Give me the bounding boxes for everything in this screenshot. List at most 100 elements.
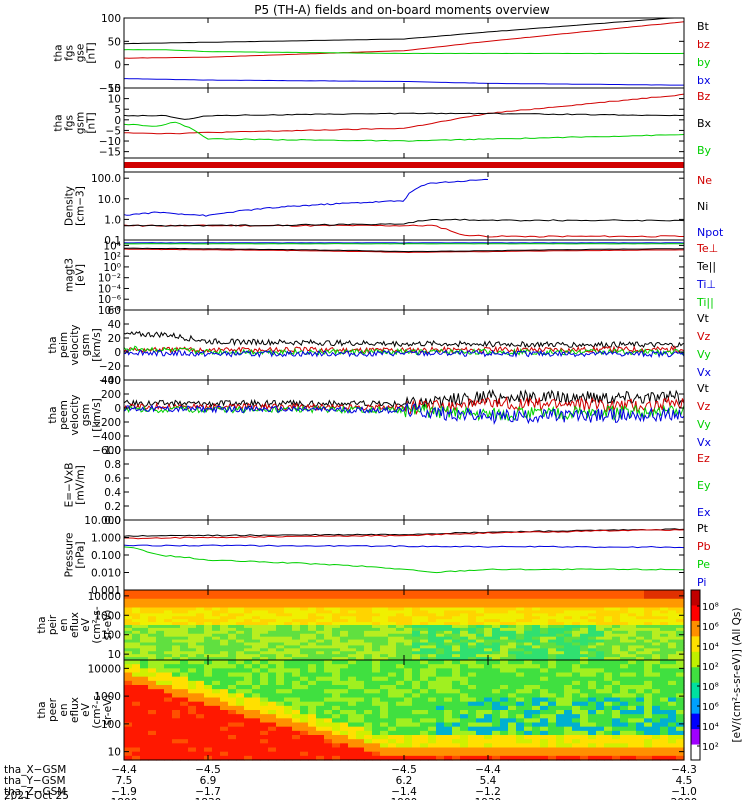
spectrogram-cell (596, 705, 605, 711)
spectrogram-cell (252, 651, 261, 655)
spectrogram-cell (212, 660, 221, 665)
spectrogram-cell (596, 610, 605, 614)
spectrogram-cell (204, 651, 213, 655)
spectrogram-cell (340, 697, 349, 703)
spectrogram-cell (260, 722, 269, 728)
spectrogram-cell (540, 630, 549, 635)
spectrogram-cell (292, 685, 301, 690)
spectrogram-cell (476, 601, 485, 606)
spectrogram-cell (652, 672, 661, 678)
spectrogram-cell (220, 642, 229, 647)
spectrogram-cell (532, 718, 541, 724)
spectrogram-cell (244, 714, 253, 719)
spectrogram-cell (220, 648, 229, 652)
spectrogram-cell (364, 693, 373, 699)
spectrogram-cell (652, 604, 661, 609)
spectrogram-cell (468, 710, 477, 715)
spectrogram-cell (164, 642, 173, 647)
spectrogram-cell (212, 616, 221, 620)
spectrogram-cell (644, 651, 653, 655)
spectrogram-cell (164, 645, 173, 649)
spectrogram-cell (476, 648, 485, 652)
spectrogram-cell (620, 633, 629, 638)
spectrogram-cell (420, 714, 429, 719)
spectrogram-cell (604, 747, 613, 753)
spectrogram-cell (356, 710, 365, 715)
spectrogram-cell (604, 689, 613, 694)
spectrogram-cell (500, 619, 509, 623)
spectrogram-cell (284, 693, 293, 699)
spectrogram-cell (124, 625, 133, 629)
spectrogram-cell (268, 627, 277, 632)
spectrogram-cell (420, 595, 429, 600)
spectrogram-cell (596, 714, 605, 719)
spectrogram-cell (548, 743, 557, 749)
spectrogram-cell (236, 604, 245, 609)
spectrogram-cell (164, 639, 173, 644)
spectrogram-cell (492, 613, 501, 617)
spectrogram-cell (276, 616, 285, 620)
spectrogram-cell (620, 660, 629, 665)
spectrogram-cell (588, 751, 597, 757)
spectrogram-cell (596, 627, 605, 632)
spectrogram-cell (212, 590, 221, 594)
spectrogram-cell (516, 648, 525, 652)
spectrogram-cell (236, 657, 245, 661)
spectrogram-cell (452, 739, 461, 744)
spectrogram-cell (308, 755, 317, 761)
spectrogram-cell (180, 689, 189, 694)
spectrogram-cell (428, 654, 437, 658)
y-tick-label: 10⁰ (103, 262, 121, 274)
spectrogram-cell (244, 743, 253, 749)
series-line-black (123, 112, 685, 120)
spectrogram-cell (668, 718, 677, 724)
spectrogram-cell (460, 672, 469, 678)
spectrogram-cell (484, 636, 493, 641)
spectrogram-cell (340, 595, 349, 600)
spectrogram-cell (140, 751, 149, 757)
spectrogram-cell (500, 710, 509, 715)
series-line-blue (123, 349, 685, 359)
spectrogram-cell (380, 613, 389, 617)
spectrogram-cell (556, 676, 565, 682)
spectrogram-cell (500, 705, 509, 711)
spectrogram-cell (172, 705, 181, 711)
spectrogram-cell (204, 613, 213, 617)
spectrogram-cell (420, 668, 429, 674)
spectrogram-cell (540, 590, 549, 594)
spectrogram-cell (620, 672, 629, 678)
spectrogram-cell (284, 747, 293, 753)
spectrogram-cell (380, 747, 389, 753)
spectrogram-cell (476, 680, 485, 686)
spectrogram-cell (524, 664, 533, 669)
spectrogram-cell (132, 622, 141, 626)
spectrogram-cell (548, 680, 557, 686)
spectrogram-cell (340, 616, 349, 620)
spectrogram-cell (476, 668, 485, 674)
spectrogram-cell (556, 651, 565, 655)
x-row-value: −1.4 (391, 786, 417, 798)
spectrogram-cell (164, 722, 173, 728)
spectrogram-cell (420, 718, 429, 724)
spectrogram-cell (612, 636, 621, 641)
spectrogram-cell (268, 672, 277, 678)
spectrogram-cell (244, 697, 253, 703)
spectrogram-cell (380, 668, 389, 674)
spectrogram-cell (212, 739, 221, 744)
spectrogram-cell (196, 755, 205, 761)
spectrogram-cell (292, 747, 301, 753)
spectrogram-cell (220, 705, 229, 711)
spectrogram-cell (204, 743, 213, 749)
spectrogram-cell (444, 743, 453, 749)
spectrogram-cell (652, 601, 661, 606)
spectrogram-cell (564, 651, 573, 655)
spectrogram-cell (556, 633, 565, 638)
spectrogram-cell (220, 601, 229, 606)
spectrogram-cell (668, 639, 677, 644)
spectrogram-cell (572, 654, 581, 658)
spectrogram-cell (668, 735, 677, 740)
spectrogram-cell (196, 743, 205, 749)
spectrogram-cell (380, 639, 389, 644)
spectrogram-cell (332, 751, 341, 757)
spectrogram-cell (660, 642, 669, 647)
